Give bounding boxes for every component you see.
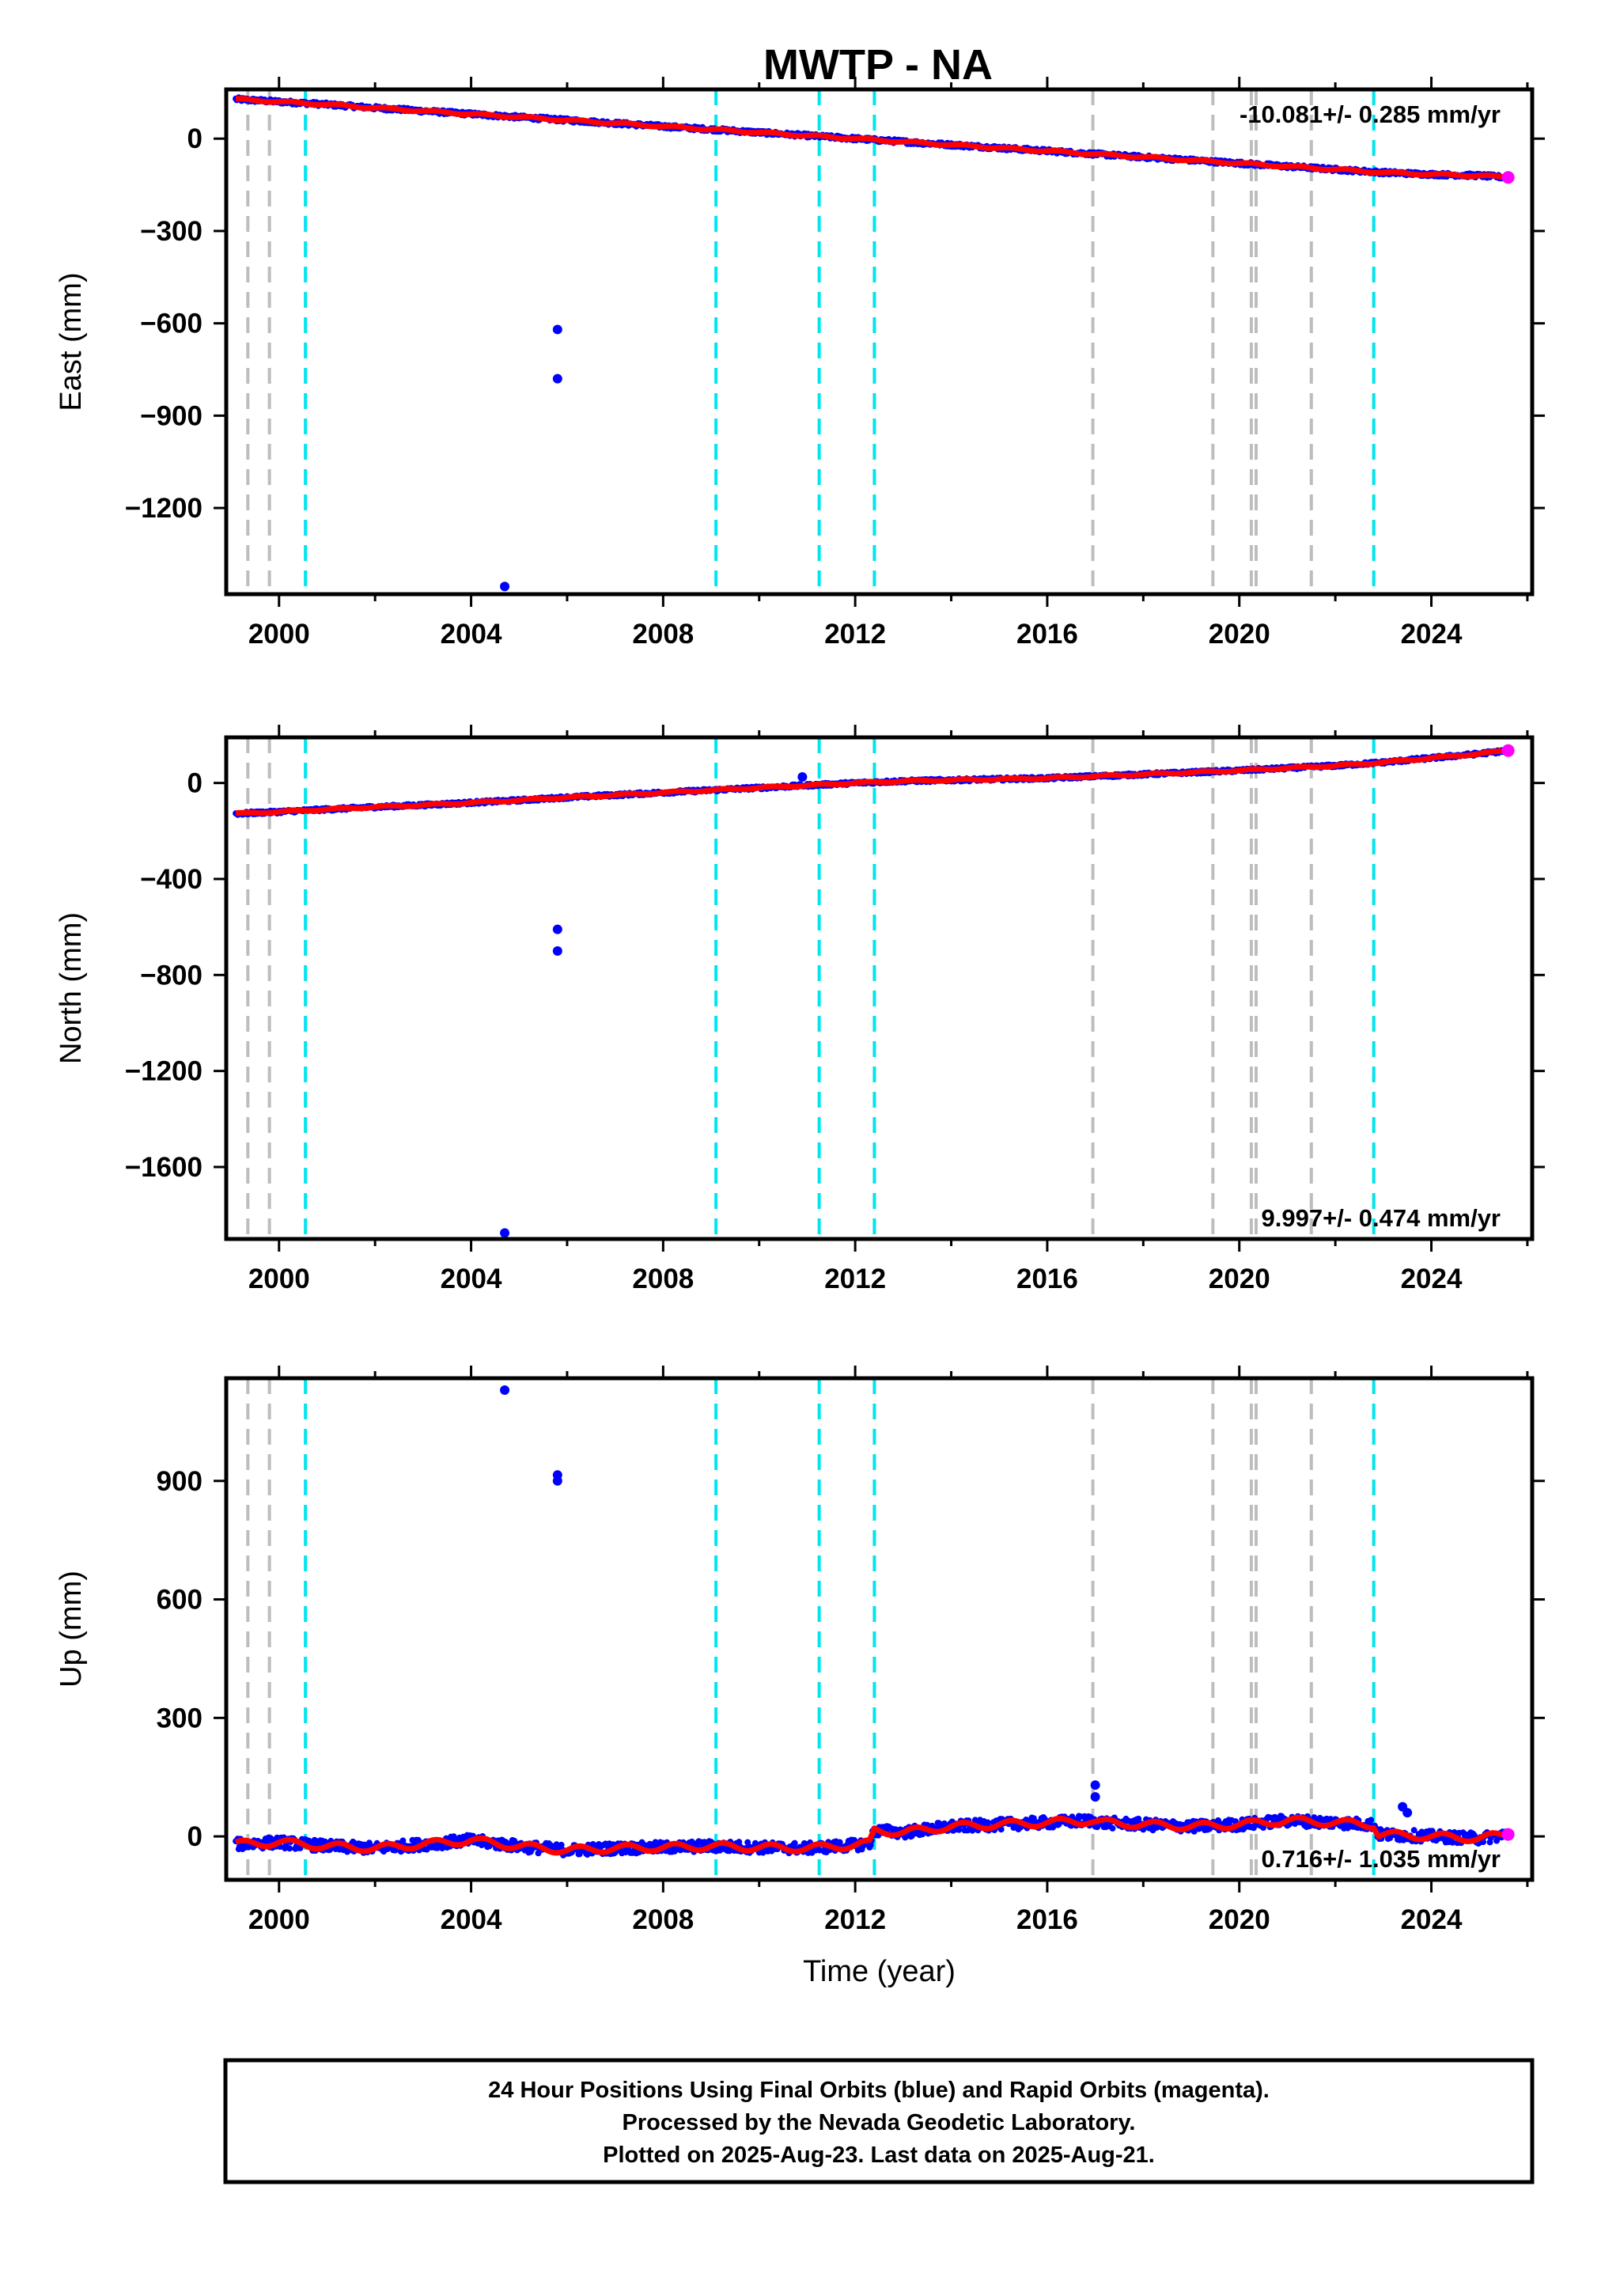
plot-frame [224, 735, 1535, 1241]
y-tick-label: −300 [140, 216, 202, 247]
x-tick-label: 2012 [824, 1264, 886, 1294]
y-tick-label: −600 [140, 309, 202, 339]
plot-area [233, 1378, 1515, 1880]
x-tick-label: 2024 [1401, 1264, 1463, 1294]
x-tick-label: 2016 [1016, 619, 1078, 650]
up-panel: 2000 2004 2008 2012 2016 2020 2024 0 300 600 900 Up… [55, 1366, 1545, 1988]
rate-label: 9.997+/- 0.474 mm/yr [1262, 1204, 1501, 1232]
north-panel: 2000 2004 2008 2012 2016 2020 2024 0 −400 −800 −12… [55, 725, 1545, 1294]
plot-area [233, 737, 1515, 1239]
x-tick-label: 2012 [824, 1904, 886, 1935]
y-tick-label: 0 [187, 123, 202, 154]
outlier-point [552, 945, 562, 956]
outlier-point [500, 1385, 510, 1395]
y-tick-label: 600 [157, 1585, 202, 1616]
x-tick-label: 2008 [632, 619, 694, 650]
outlier-point [500, 582, 510, 592]
outlier-point [552, 373, 562, 384]
trend-line [233, 96, 1510, 181]
x-tick-label: 2020 [1209, 619, 1270, 650]
x-tick-label: 2004 [441, 619, 502, 650]
chart-title: MWTP - NA [763, 41, 993, 89]
x-tick-label: 2000 [248, 1904, 310, 1935]
y-axis-label: East (mm) [55, 272, 88, 411]
outlier-point [1090, 1780, 1100, 1790]
y-tick-label: −1200 [125, 1056, 202, 1087]
y-tick-label: −1600 [125, 1152, 202, 1183]
x-tick-label: 2016 [1016, 1904, 1078, 1935]
caption-box: 24 Hour Positions Using Final Orbits (bl… [223, 2058, 1535, 2184]
y-tick-label: −1200 [125, 493, 202, 524]
y-tick-label: −800 [140, 960, 202, 991]
outlier-point [1402, 1808, 1413, 1818]
x-tick-label: 2024 [1401, 1904, 1463, 1935]
x-tick-label: 2012 [824, 619, 886, 650]
x-tick-label: 2020 [1209, 1904, 1270, 1935]
x-tick-label: 2020 [1209, 1264, 1270, 1294]
x-tick-label: 2024 [1401, 619, 1463, 650]
x-tick-label: 2000 [248, 619, 310, 650]
plot-area [233, 89, 1515, 594]
trend-line [233, 1814, 1510, 1856]
outlier-point [1090, 1792, 1100, 1802]
rapid-orbit-point [1501, 744, 1515, 757]
rapid-orbit-point [1501, 1828, 1515, 1841]
x-tick-label: 2008 [632, 1904, 694, 1935]
y-axis-label: Up (mm) [55, 1570, 88, 1688]
outlier-point [500, 1228, 510, 1238]
y-tick-label: −400 [140, 864, 202, 895]
caption-line-2: Processed by the Nevada Geodetic Laborat… [623, 2110, 1136, 2135]
caption-border [223, 2058, 1535, 2184]
outlier-point [552, 924, 562, 934]
plot-frame [224, 1376, 1535, 1882]
rate-label: -10.081+/- 0.285 mm/yr [1240, 100, 1501, 128]
caption-line-3: Plotted on 2025-Aug-23. Last data on 202… [603, 2143, 1155, 2168]
rapid-orbit-point [1501, 171, 1515, 184]
outlier-point [552, 324, 562, 335]
outlier-point [797, 772, 808, 782]
outlier-point [552, 1470, 562, 1480]
x-tick-label: 2016 [1016, 1264, 1078, 1294]
y-tick-label: 0 [187, 768, 202, 799]
y-tick-label: −900 [140, 400, 202, 431]
trend-line [233, 748, 1510, 816]
x-tick-label: 2004 [441, 1904, 502, 1935]
y-axis-label: North (mm) [55, 912, 88, 1064]
y-tick-label: 900 [157, 1466, 202, 1497]
y-tick-label: 300 [157, 1703, 202, 1733]
x-tick-label: 2004 [441, 1264, 502, 1294]
plot-frame [224, 87, 1535, 597]
y-tick-label: 0 [187, 1821, 202, 1852]
x-tick-label: 2008 [632, 1264, 694, 1294]
east-panel: 2000 2004 2008 2012 2016 2020 2024 0 −300 −600 −90… [55, 77, 1545, 650]
rate-label: 0.716+/- 1.035 mm/yr [1262, 1845, 1501, 1873]
x-axis-label: Time (year) [803, 1955, 956, 1988]
x-tick-label: 2000 [248, 1264, 310, 1294]
caption-line-1: 24 Hour Positions Using Final Orbits (bl… [488, 2078, 1270, 2103]
